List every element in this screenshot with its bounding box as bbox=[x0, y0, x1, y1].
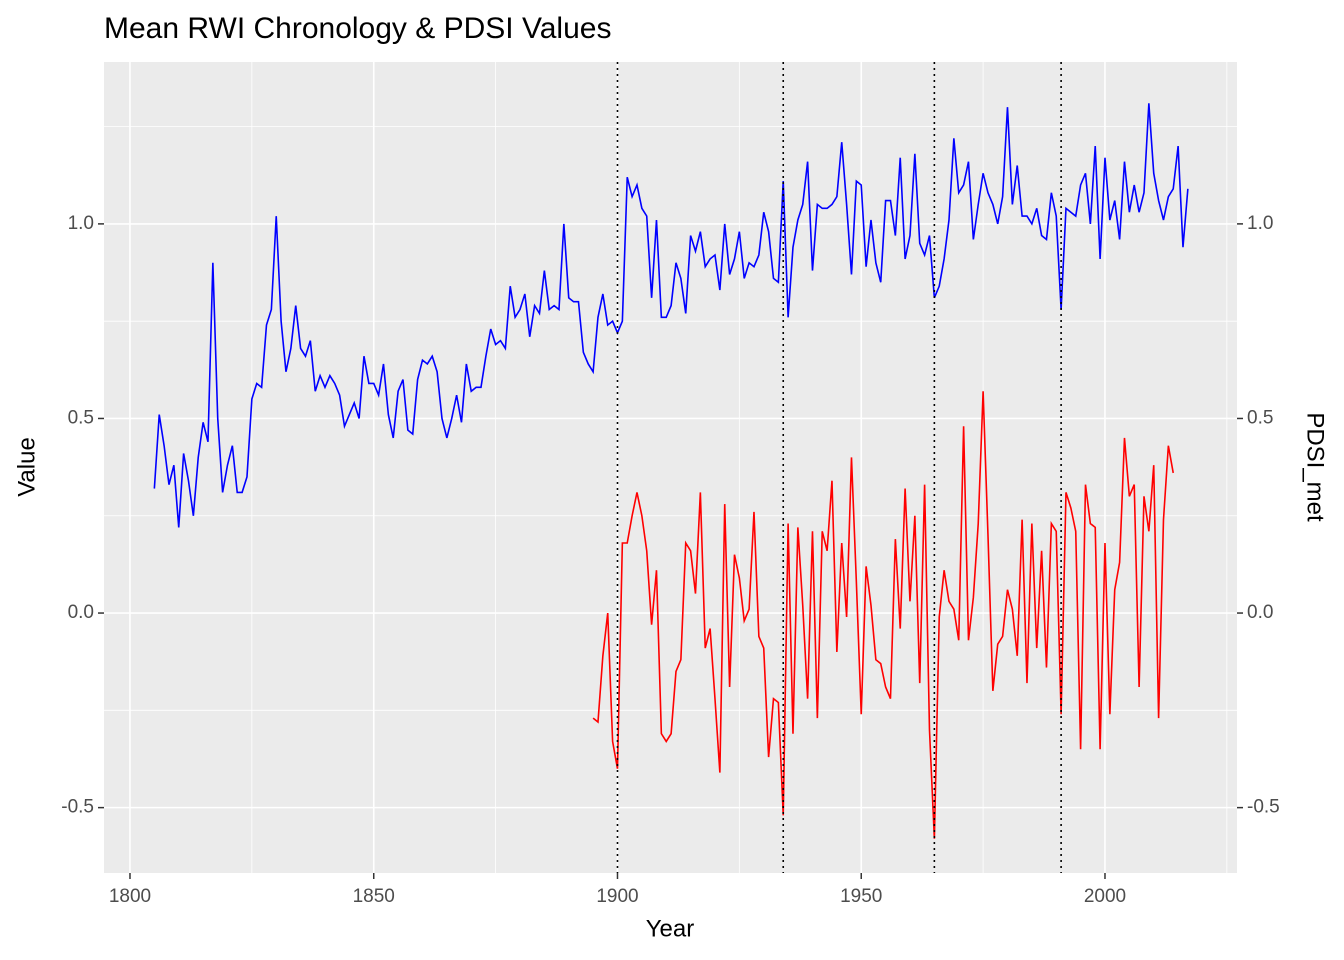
y-tick-label: 0.0 bbox=[68, 602, 94, 623]
series-line bbox=[153, 103, 1189, 528]
x-tick-label: 1800 bbox=[109, 886, 151, 907]
x-tick-label: 1950 bbox=[840, 886, 882, 907]
chart-title: Mean RWI Chronology & PDSI Values bbox=[104, 12, 611, 45]
y-axis-label: Value bbox=[13, 437, 40, 497]
marks bbox=[153, 62, 1189, 873]
grid bbox=[104, 62, 1237, 873]
x-axis-label: Year bbox=[646, 915, 695, 942]
series-line bbox=[592, 391, 1175, 839]
panel bbox=[104, 62, 1237, 873]
x-tick-label: 1850 bbox=[353, 886, 395, 907]
y2-tick-label: 1.0 bbox=[1247, 213, 1273, 234]
y-tick-label: 1.0 bbox=[68, 213, 94, 234]
x-tick-label: 2000 bbox=[1084, 886, 1126, 907]
y-tick-label: 0.5 bbox=[68, 407, 94, 428]
y2-tick-label: 0.5 bbox=[1247, 407, 1273, 428]
y2-axis-label: PDSI_met bbox=[1302, 412, 1329, 522]
y2-tick-label: -0.5 bbox=[1247, 797, 1280, 818]
x-tick-label: 1900 bbox=[596, 886, 638, 907]
y-tick-label: -0.5 bbox=[61, 797, 94, 818]
y2-tick-label: 0.0 bbox=[1247, 602, 1273, 623]
